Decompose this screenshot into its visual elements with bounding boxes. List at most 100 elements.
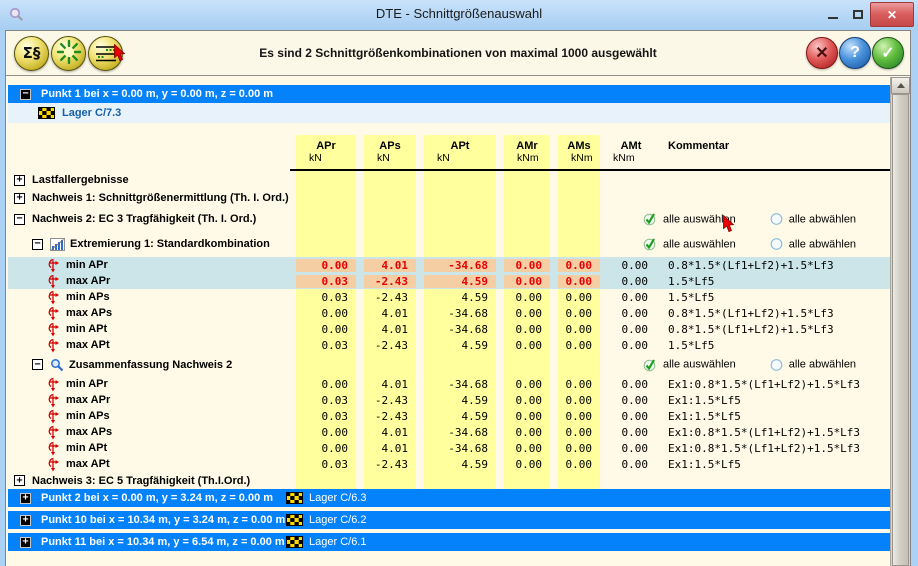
lager-row-punkt1[interactable]: Lager C/7.3 bbox=[8, 103, 890, 123]
select-all-option[interactable]: alle auswählen bbox=[643, 358, 736, 371]
cell-aps: 4.01 bbox=[381, 425, 409, 439]
titlebar: DTE - Schnittgrößenauswahl ✕ bbox=[0, 0, 918, 30]
column-header-apt: APt kN bbox=[437, 140, 470, 164]
tree-item-extremierung1[interactable]: − Extremierung 1: Standardkombination al… bbox=[8, 231, 890, 257]
deselect-all-label: alle abwählen bbox=[788, 358, 857, 371]
cell-aps: 4.01 bbox=[381, 322, 409, 336]
expand-expander-icon[interactable]: + bbox=[20, 514, 31, 526]
cell-apt: 4.59 bbox=[461, 409, 489, 423]
tree-item-lastfallergebnisse[interactable]: + Lastfallergebnisse bbox=[8, 171, 890, 189]
row-label: min APr bbox=[66, 259, 108, 271]
deselect-all-option[interactable]: alle abwählen bbox=[770, 358, 856, 371]
scrollbar-thumb[interactable] bbox=[892, 94, 909, 566]
cell-aps: -2.43 bbox=[374, 393, 408, 407]
ok-button[interactable]: ✓ bbox=[872, 37, 904, 69]
table-row[interactable]: max APt 0.03 -2.43 4.59 0.00 0.00 0.00 1… bbox=[8, 337, 890, 353]
expand-icon[interactable]: + bbox=[14, 192, 25, 204]
table-row[interactable]: min APs 0.03 -2.43 4.59 0.00 0.00 0.00 1… bbox=[8, 289, 890, 305]
scroll-up-button[interactable] bbox=[891, 77, 910, 94]
minmax-axes-icon bbox=[46, 306, 60, 321]
result-table: APr kN APs kN APt kN AMr kNm AMs kNm AMt kNm K… bbox=[8, 135, 890, 489]
expand-expander-icon[interactable]: + bbox=[20, 492, 31, 504]
window-title: DTE - Schnittgrößenauswahl bbox=[375, 6, 543, 21]
row-label-cell: min APt bbox=[8, 322, 296, 337]
point-header-punkt10[interactable]: + Punkt 10 bei x = 10.34 m, y = 3.24 m, … bbox=[8, 511, 890, 529]
cancel-button[interactable]: ✕ bbox=[806, 37, 838, 69]
collapse-expander-icon[interactable]: − bbox=[20, 88, 31, 100]
expand-icon[interactable]: + bbox=[14, 174, 25, 186]
tree-label: Lastfallergebnisse bbox=[32, 174, 129, 186]
row-label: min APt bbox=[66, 442, 108, 454]
close-button[interactable]: ✕ bbox=[870, 2, 914, 27]
collapse-icon[interactable]: − bbox=[32, 238, 43, 250]
selection-controls: alle auswählen alle abwählen bbox=[643, 213, 856, 226]
cell-amr: 0.00 bbox=[515, 377, 543, 391]
cell-kommentar: 1.5*Lf5 bbox=[668, 338, 715, 352]
minimize-button[interactable] bbox=[820, 2, 845, 26]
table-row[interactable]: max APs 0.00 4.01 -34.68 0.00 0.00 0.00 … bbox=[8, 424, 890, 440]
table-row[interactable]: max APr 0.03 -2.43 4.59 0.00 0.00 0.00 E… bbox=[8, 392, 890, 408]
table-row[interactable]: min APr 0.00 4.01 -34.68 0.00 0.00 0.00 … bbox=[8, 376, 890, 392]
sum-paragraph-button[interactable]: Σ§ bbox=[14, 35, 49, 71]
table-row[interactable]: max APt 0.03 -2.43 4.59 0.00 0.00 0.00 E… bbox=[8, 456, 890, 472]
help-button[interactable]: ? bbox=[839, 37, 871, 69]
deselect-all-option[interactable]: alle abwählen bbox=[770, 213, 856, 226]
row-label-cell: min APr bbox=[8, 377, 296, 392]
cell-apt: 4.59 bbox=[461, 457, 489, 471]
cell-kommentar: Ex1:1.5*Lf5 bbox=[668, 457, 741, 471]
lager-checker-icon bbox=[286, 536, 303, 548]
starburst-button[interactable] bbox=[51, 35, 86, 71]
cell-ams: 0.00 bbox=[565, 457, 593, 471]
collapse-icon[interactable]: − bbox=[14, 213, 25, 225]
cell-amt: 0.00 bbox=[621, 457, 649, 471]
cell-aps: 4.01 bbox=[381, 306, 409, 320]
lager-checker-icon bbox=[286, 514, 303, 526]
cell-ams: 0.00 bbox=[565, 409, 593, 423]
table-row[interactable]: max APr 0.03 -2.43 4.59 0.00 0.00 0.00 1… bbox=[8, 273, 890, 289]
table-row[interactable]: min APr 0.00 4.01 -34.68 0.00 0.00 0.00 … bbox=[8, 257, 890, 273]
deselect-all-option[interactable]: alle abwählen bbox=[770, 238, 856, 251]
point-header-punkt11[interactable]: + Punkt 11 bei x = 10.34 m, y = 6.54 m, … bbox=[8, 533, 890, 551]
point-header-punkt1[interactable]: − Punkt 1 bei x = 0.00 m, y = 0.00 m, z … bbox=[8, 85, 890, 103]
tree-item-nachweis2[interactable]: − Nachweis 2: EC 3 Tragfähigkeit (Th. I.… bbox=[8, 207, 890, 231]
select-all-option[interactable]: alle auswählen bbox=[643, 238, 736, 251]
expand-icon[interactable]: + bbox=[14, 475, 25, 486]
table-row[interactable]: max APs 0.00 4.01 -34.68 0.00 0.00 0.00 … bbox=[8, 305, 890, 321]
cell-amr: 0.00 bbox=[515, 409, 543, 423]
table-row[interactable]: min APt 0.00 4.01 -34.68 0.00 0.00 0.00 … bbox=[8, 440, 890, 456]
cell-ams: 0.00 bbox=[565, 290, 593, 304]
select-all-option[interactable]: alle auswählen bbox=[643, 213, 736, 226]
tree-item-nachweis3[interactable]: + Nachweis 3: EC 5 Tragfähigkeit (Th.I.O… bbox=[8, 472, 890, 489]
collapse-icon[interactable]: − bbox=[32, 359, 43, 370]
cell-apt: -34.68 bbox=[448, 322, 488, 336]
cell-amr: 0.00 bbox=[515, 338, 543, 352]
table-selection-button[interactable] bbox=[88, 35, 123, 71]
row-label-cell: min APs bbox=[8, 409, 296, 424]
column-header-amr: AMr kNm bbox=[516, 140, 539, 164]
tree-item-nachweis1[interactable]: + Nachweis 1: Schnittgrößenermittlung (T… bbox=[8, 189, 890, 207]
vertical-scrollbar[interactable] bbox=[890, 77, 910, 566]
cell-apr: 0.00 bbox=[321, 322, 349, 336]
point-header-punkt2[interactable]: + Punkt 2 bei x = 0.00 m, y = 3.24 m, z … bbox=[8, 489, 890, 507]
table-row[interactable]: min APt 0.00 4.01 -34.68 0.00 0.00 0.00 … bbox=[8, 321, 890, 337]
minmax-axes-icon bbox=[46, 377, 60, 392]
maximize-button[interactable] bbox=[845, 2, 870, 26]
table-row[interactable]: min APs 0.03 -2.43 4.59 0.00 0.00 0.00 E… bbox=[8, 408, 890, 424]
bar-chart-icon bbox=[50, 237, 65, 251]
maximize-icon bbox=[852, 9, 863, 19]
minmax-axes-icon bbox=[46, 393, 60, 408]
row-label: min APt bbox=[66, 323, 108, 335]
expand-expander-icon[interactable]: + bbox=[20, 536, 31, 548]
lager-info: Lager C/6.1 bbox=[286, 536, 366, 548]
cell-apr: 0.00 bbox=[296, 258, 356, 272]
row-label-cell: max APr bbox=[8, 393, 296, 408]
window-controls: ✕ bbox=[820, 2, 914, 27]
point-title: Punkt 11 bei x = 10.34 m, y = 6.54 m, z … bbox=[41, 536, 285, 548]
lager-info: Lager C/6.3 bbox=[286, 492, 366, 504]
check-circle-icon bbox=[643, 238, 657, 251]
column-header-amt: AMt kNm bbox=[613, 140, 642, 164]
tree-item-zusammenfassung[interactable]: − Zusammenfassung Nachweis 2 alle auswäh… bbox=[8, 353, 890, 376]
cell-kommentar: Ex1:1.5*Lf5 bbox=[668, 409, 741, 423]
cell-amr: 0.00 bbox=[515, 441, 543, 455]
row-label-cell: max APt bbox=[8, 338, 296, 353]
